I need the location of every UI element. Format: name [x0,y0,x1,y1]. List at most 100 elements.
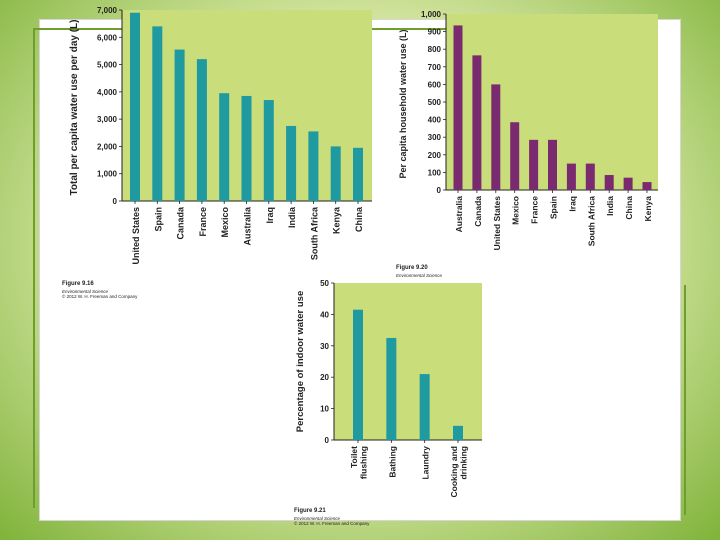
y-tick-label: 7,000 [97,6,118,15]
x-category-label-line: Iraq [567,196,577,212]
x-category-label-line: Australia [243,206,253,246]
y-tick-label: 400 [428,116,442,125]
x-category-label-line: Kenya [332,206,342,234]
panel-accent-line-right [684,285,686,515]
x-category-label: Kenya [332,206,342,234]
x-category-label: France [530,196,540,224]
x-category-label-line: France [198,207,208,237]
x-category-label-line: Iraq [265,207,275,224]
x-category-label: United States [492,196,502,251]
x-category-label: France [198,207,208,237]
bar [219,93,230,201]
y-tick-label: 30 [320,342,329,351]
bar [353,309,363,440]
y-tick-label: 0 [325,436,330,445]
x-category-label-line: Spain [153,207,163,232]
x-category-label: China [624,196,634,220]
x-category-label-line: India [287,206,297,228]
x-category-label: India [605,196,615,216]
caption-credit: © 2012 W. H. Freeman and Company [294,521,370,527]
y-tick-label: 200 [428,151,442,160]
x-category-label: United States [131,207,141,265]
bar [152,26,163,201]
x-category-label: Canada [473,196,483,227]
x-category-label-line: drinking [459,446,469,480]
bar [241,95,252,201]
figure-caption-1: Figure 9.16 Environmental Science © 2012… [62,281,137,300]
y-tick-label: 5,000 [97,61,118,70]
x-category-label: Spain [153,207,163,232]
x-category-label: South Africa [309,206,319,260]
x-category-label: Mexico [220,207,230,238]
y-tick-label: 0 [113,197,118,206]
y-tick-label: 600 [428,80,442,89]
bar [353,147,363,201]
caption-credit: © 2012 W. H. Freeman and Company [62,294,138,300]
caption-title: Figure 9.21 [294,508,326,514]
bar [286,125,297,201]
y-tick-label: 900 [428,28,442,37]
bar [510,122,520,190]
x-category-label-line: Canada [176,206,186,240]
y-tick-label: 40 [320,310,329,319]
x-category-label-line: China [624,196,634,220]
bar [308,131,319,201]
x-category-label: Iraq [265,207,275,224]
y-tick-label: 10 [320,405,329,414]
bar [130,12,140,201]
panel-accent-line-left [33,28,35,508]
y-tick-label: 50 [320,279,329,288]
bar [566,163,576,190]
bar [585,163,595,190]
x-category-label: Bathing [387,446,397,478]
x-category-label: Toiletflushing [349,446,369,479]
x-category-label-line: South Africa [586,196,596,246]
bar [491,84,501,190]
y-tick-label: 300 [428,133,442,142]
y-axis-title: Total per capita water use per day (L) [69,20,80,196]
x-category-label-line: India [605,196,615,216]
bar [548,139,557,190]
x-category-label-line: United States [492,196,502,251]
x-category-label: India [287,206,297,228]
bar [623,177,633,190]
y-tick-label: 800 [428,45,442,54]
y-tick-label: 1,000 [421,10,442,19]
x-category-label-line: Mexico [511,196,521,225]
x-category-label: China [354,206,364,232]
bar [453,425,463,440]
x-category-label-line: Mexico [220,207,230,238]
bar [330,146,341,201]
x-category-label-line: Toilet [349,446,359,468]
x-category-label: Spain [549,196,559,219]
y-tick-label: 4,000 [97,88,118,97]
x-category-label: Cooking anddrinking [449,446,469,497]
y-tick-label: 700 [428,63,442,72]
x-category-label-line: Australia [454,196,464,233]
caption-subtitle: Environmental Science [62,288,109,294]
caption-subtitle: Environmental Science [396,272,443,278]
x-category-label: Australia [454,196,464,233]
figure-caption-3: Figure 9.21 Environmental Science © 2012… [294,508,369,527]
y-tick-label: 1,000 [97,170,118,179]
bar [419,374,430,440]
bar [263,100,274,201]
y-tick-label: 3,000 [97,115,118,124]
bar [196,59,207,201]
x-category-label-line: Spain [549,196,559,219]
x-category-label-line: China [354,206,364,232]
figure-caption-2: Figure 9.20 Environmental Science [396,265,442,278]
x-category-label: Kenya [643,196,653,222]
x-category-label: Mexico [511,196,521,225]
x-category-label-line: Laundry [421,446,431,480]
x-category-label-line: Canada [473,196,483,227]
y-tick-label: 0 [437,186,442,195]
x-category-label-line: Kenya [643,196,653,222]
y-tick-label: 2,000 [97,142,118,151]
x-category-label: Australia [243,206,253,246]
x-category-label-line: Bathing [387,446,397,478]
bar [174,49,185,201]
x-category-label-line: Cooking and [449,446,459,497]
